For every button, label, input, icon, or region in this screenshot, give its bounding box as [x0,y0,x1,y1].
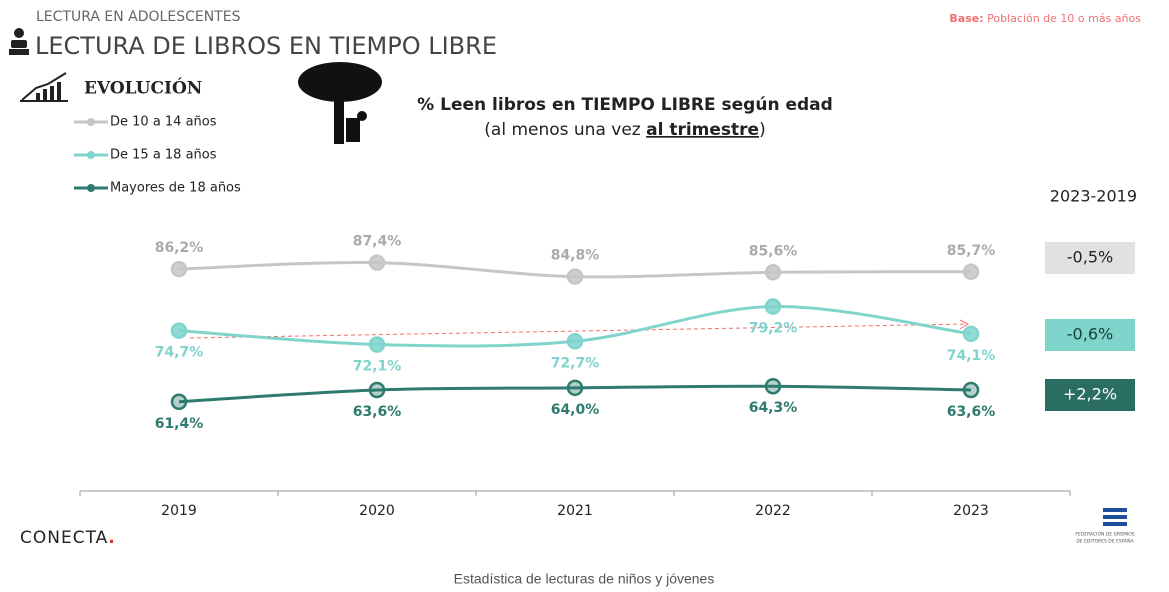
value-label: 85,7% [947,243,996,259]
slide: LECTURA EN ADOLESCENTES LECTURA DE LIBRO… [0,0,1169,592]
legend-label: De 10 a 14 años [110,115,217,130]
change-header: 2023-2019 [1050,187,1137,206]
publisher-logo [1103,508,1127,526]
value-label: 61,4% [155,416,204,432]
page-title: LECTURA DE LIBROS EN TIEMPO LIBRE [35,32,497,60]
caption: Estadística de lecturas de niños y jóven… [454,571,715,587]
point [964,327,978,341]
x-tick-label: 2019 [161,503,197,519]
value-label: 64,3% [749,400,798,416]
chart-subtitle: (al menos una vez al trimestre) [484,120,765,140]
value-label: 72,7% [551,355,600,371]
chart-title: % Leen libros en TIEMPO LIBRE según edad [417,95,833,115]
change-label: -0,6% [1067,325,1113,344]
base-text: Población de 10 o más años [987,12,1141,25]
legend-label: De 15 a 18 años [110,148,217,163]
value-label: 84,8% [551,248,600,264]
value-label: 86,2% [155,240,204,256]
brand-name: CONECTA [20,528,108,548]
brand-dot: . [108,528,115,548]
value-label: 63,6% [353,404,402,420]
point [568,381,582,395]
x-tick-label: 2020 [359,503,395,519]
publisher-line: DE EDITORES DE ESPAÑA [1076,538,1134,545]
section-title: EVOLUCIÓN [84,78,202,99]
point [370,256,384,270]
point [766,265,780,279]
value-label: 63,6% [947,404,996,420]
value-label: 74,1% [947,348,996,364]
value-label: 64,0% [551,402,600,418]
point [964,383,978,397]
point [568,334,582,348]
change-label: +2,2% [1063,385,1117,404]
kicker: LECTURA EN ADOLESCENTES [36,9,241,25]
subtitle-emphasis: al trimestre [646,120,759,140]
value-label: 79,2% [749,321,798,337]
point [964,265,978,279]
legend-marker [87,118,95,126]
value-label: 87,4% [353,234,402,250]
point [766,379,780,393]
point [370,338,384,352]
x-tick-label: 2021 [557,503,593,519]
point [766,300,780,314]
legend-marker [87,151,95,159]
point [172,262,186,276]
value-label: 74,7% [155,345,204,361]
base-label: Base: [949,12,983,25]
x-tick-label: 2022 [755,503,791,519]
point [172,324,186,338]
x-tick-label: 2023 [953,503,989,519]
publisher-line: FEDERACIÓN DE GREMIOS [1075,531,1134,538]
point [370,383,384,397]
legend-label: Mayores de 18 años [110,181,241,196]
value-label: 85,6% [749,243,798,259]
value-label: 72,1% [353,359,402,375]
brand: CONECTA. [20,528,116,548]
change-label: -0,5% [1067,248,1113,267]
base-note: Base: Población de 10 o más años [949,12,1141,25]
point [172,395,186,409]
subtitle-part: (al menos una vez [484,120,646,140]
subtitle-part: ) [759,120,766,140]
point [568,270,582,284]
legend-marker [87,184,95,192]
